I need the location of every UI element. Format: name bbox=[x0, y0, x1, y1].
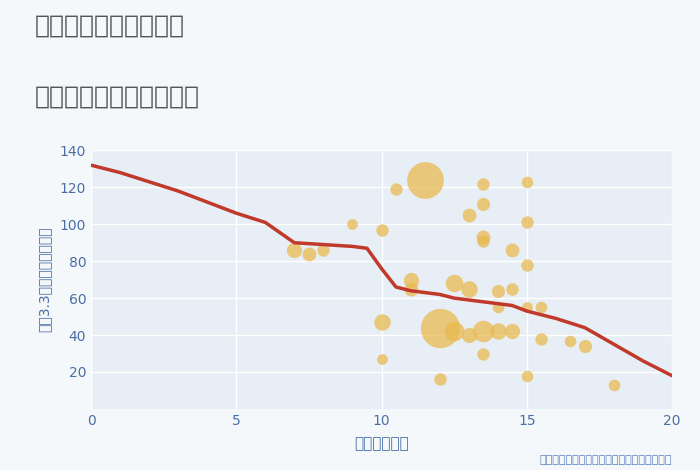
Point bbox=[405, 276, 416, 283]
Point bbox=[521, 372, 532, 379]
Point bbox=[507, 246, 518, 254]
Point bbox=[492, 304, 503, 311]
Point bbox=[303, 250, 314, 258]
Point bbox=[477, 180, 489, 188]
Point bbox=[477, 200, 489, 208]
Point bbox=[580, 342, 591, 350]
Point bbox=[477, 237, 489, 245]
Point bbox=[463, 285, 475, 293]
Text: 円の大きさは、取引のあった物件面積を示す: 円の大きさは、取引のあった物件面積を示す bbox=[540, 455, 672, 465]
Point bbox=[521, 178, 532, 186]
Point bbox=[477, 234, 489, 241]
Point bbox=[477, 350, 489, 357]
Point bbox=[492, 287, 503, 295]
Point bbox=[521, 261, 532, 269]
Point bbox=[608, 381, 620, 389]
Point bbox=[289, 246, 300, 254]
Point bbox=[419, 176, 430, 184]
Point bbox=[318, 246, 329, 254]
Text: 駅距離別中古戸建て価格: 駅距離別中古戸建て価格 bbox=[35, 85, 200, 109]
Point bbox=[434, 376, 445, 383]
Y-axis label: 坪（3.3㎡）単価（万円）: 坪（3.3㎡）単価（万円） bbox=[37, 227, 51, 332]
Point bbox=[507, 328, 518, 335]
Point bbox=[536, 335, 547, 343]
Point bbox=[376, 355, 387, 363]
Point bbox=[463, 331, 475, 339]
Point bbox=[449, 328, 460, 335]
Point bbox=[565, 337, 576, 345]
Point bbox=[376, 226, 387, 234]
Point bbox=[536, 304, 547, 311]
Point bbox=[477, 328, 489, 335]
Point bbox=[376, 318, 387, 326]
Point bbox=[521, 219, 532, 226]
Point bbox=[492, 328, 503, 335]
Point bbox=[463, 212, 475, 219]
Point bbox=[434, 324, 445, 331]
Point bbox=[449, 280, 460, 287]
Point bbox=[391, 185, 402, 193]
Point bbox=[521, 304, 532, 311]
Point bbox=[507, 285, 518, 293]
Point bbox=[346, 220, 358, 228]
Point bbox=[405, 285, 416, 293]
X-axis label: 駅距離（分）: 駅距離（分） bbox=[354, 436, 409, 451]
Text: 奈良県奈良市敷島町の: 奈良県奈良市敷島町の bbox=[35, 14, 185, 38]
